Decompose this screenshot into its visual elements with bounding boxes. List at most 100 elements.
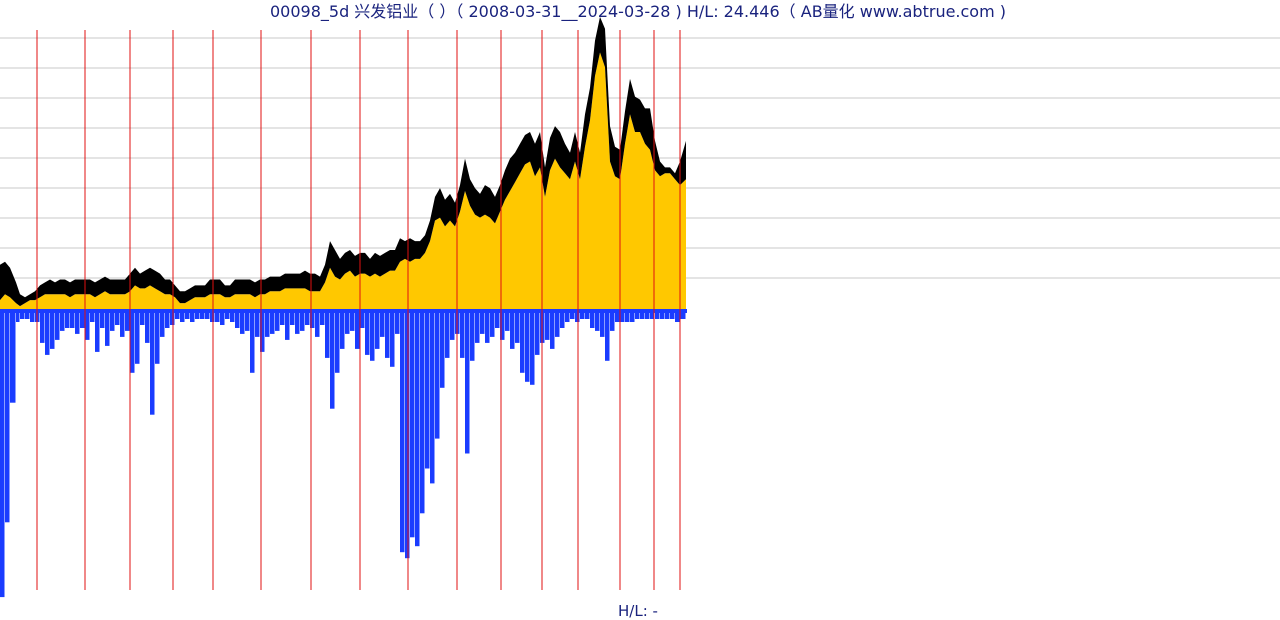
volume-bar (270, 313, 275, 334)
volume-bar (285, 313, 290, 340)
volume-bar (30, 313, 35, 322)
volume-bar (410, 313, 415, 538)
volume-bar (345, 313, 350, 334)
volume-bar (155, 313, 160, 364)
volume-bar (60, 313, 65, 331)
volume-bar (635, 313, 640, 319)
volume-bar (20, 313, 25, 319)
volume-bar (220, 313, 225, 325)
volume-bar (100, 313, 105, 328)
volume-bar (295, 313, 300, 334)
volume-bar (90, 313, 95, 322)
volume-bar (85, 313, 90, 340)
volume-bar (630, 313, 635, 322)
volume-bar (485, 313, 490, 343)
volume-bar (445, 313, 450, 358)
volume-bar (425, 313, 430, 469)
volume-bar (5, 313, 10, 523)
volume-bar (555, 313, 560, 337)
volume-bar (115, 313, 120, 325)
volume-bar (230, 313, 235, 322)
volume-bar (365, 313, 370, 355)
volume-bar (680, 313, 686, 319)
volume-bar (250, 313, 255, 373)
volume-bar (340, 313, 345, 349)
volume-bar (665, 313, 670, 319)
volume-bar (95, 313, 100, 352)
volume-bar (385, 313, 390, 358)
volume-bar (450, 313, 455, 340)
volume-bar (420, 313, 425, 514)
volume-bar (16, 313, 20, 322)
volume-bar (585, 313, 590, 319)
volume-bar (465, 313, 470, 454)
volume-bar (660, 313, 665, 319)
volume-bar (255, 313, 260, 337)
year-separator-lines (36, 30, 681, 590)
volume-bar (190, 313, 195, 322)
volume-bar (120, 313, 125, 337)
volume-bar (65, 313, 70, 328)
volume-bar (10, 313, 16, 403)
volume-bar (175, 313, 180, 319)
volume-bar (645, 313, 650, 319)
volume-bar (75, 313, 80, 334)
volume-bar (390, 313, 395, 367)
volume-bar (125, 313, 130, 331)
volume-bar (205, 313, 210, 319)
volume-bar (240, 313, 245, 334)
volume-bar (640, 313, 645, 319)
volume-bar (180, 313, 185, 322)
volume-bar (625, 313, 630, 322)
volume-bar (350, 313, 355, 331)
volume-bar (50, 313, 55, 349)
volume-bar (160, 313, 165, 337)
volume-bar (430, 313, 435, 484)
price-area (0, 52, 686, 310)
volume-bar (500, 313, 505, 340)
volume-bar (525, 313, 530, 382)
volume-bar (375, 313, 380, 349)
volume-bar (535, 313, 540, 355)
volume-bar (415, 313, 420, 547)
volume-bar (380, 313, 385, 337)
volume-bar (210, 313, 215, 322)
volume-bar (70, 313, 75, 328)
volume-bar (600, 313, 605, 337)
hl-readout: H/L: - (618, 602, 658, 620)
volume-bar (370, 313, 375, 361)
volume-bar (280, 313, 285, 325)
volume-bar (655, 313, 660, 319)
volume-bar (130, 313, 135, 373)
volume-bar (185, 313, 190, 319)
volume-bar (225, 313, 230, 319)
volume-bar (470, 313, 475, 361)
volume-bar (670, 313, 675, 319)
volume-bar (290, 313, 295, 325)
volume-bar (235, 313, 240, 328)
volume-bar (55, 313, 60, 340)
volume-bar (135, 313, 140, 364)
volume-bar (565, 313, 570, 322)
volume-bar (300, 313, 305, 331)
volume-bar (215, 313, 220, 322)
volume-bar (505, 313, 510, 331)
volume-bar (245, 313, 250, 331)
volume-bar (675, 313, 680, 322)
price-range-band (0, 16, 686, 307)
volume-bar (405, 313, 410, 559)
volume-bar (560, 313, 565, 328)
volume-bar (195, 313, 200, 319)
volume-bar (515, 313, 520, 343)
volume-bar (305, 313, 310, 325)
volume-bar (570, 313, 575, 319)
volume-bar (520, 313, 525, 373)
volume-bar (620, 313, 625, 322)
volume-bar (45, 313, 50, 355)
volume-bar (25, 313, 30, 319)
volume-bar (150, 313, 155, 415)
volume-bar (140, 313, 145, 325)
volume-bar (545, 313, 550, 340)
volume-bar (605, 313, 610, 361)
